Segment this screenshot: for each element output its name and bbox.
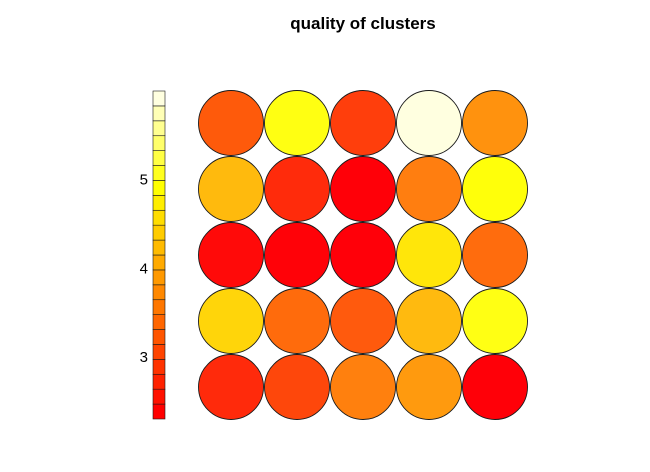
colorbar-segment xyxy=(152,373,166,390)
cluster-cell-r1-c5 xyxy=(462,90,528,156)
colorbar-segment xyxy=(152,180,166,196)
cluster-cell-r2-c3 xyxy=(330,156,396,222)
colorbar-segment xyxy=(152,135,166,151)
colorbar-segment xyxy=(152,314,166,330)
cell-grid xyxy=(198,90,528,420)
cluster-cell-r5-c2 xyxy=(264,354,330,420)
colorbar-segment xyxy=(152,269,166,286)
cluster-cell-r4-c2 xyxy=(264,288,330,354)
colorbar-segment xyxy=(152,344,166,360)
colorbar-segment xyxy=(152,239,166,256)
cluster-cell-r4-c4 xyxy=(396,288,462,354)
colorbar-segment xyxy=(152,254,166,271)
cluster-cell-r2-c1 xyxy=(198,156,264,222)
cluster-cell-r1-c3 xyxy=(330,90,396,156)
cluster-cell-r3-c3 xyxy=(330,222,396,288)
cluster-cell-r2-c2 xyxy=(264,156,330,222)
cluster-cell-r5-c3 xyxy=(330,354,396,420)
colorbar-segment xyxy=(152,165,166,181)
cluster-cell-r5-c5 xyxy=(462,354,528,420)
cluster-cell-r3-c1 xyxy=(198,222,264,288)
colorbar-segment xyxy=(152,329,166,345)
cluster-cell-r2-c5 xyxy=(462,156,528,222)
cluster-cell-r3-c4 xyxy=(396,222,462,288)
cluster-cell-r2-c4 xyxy=(396,156,462,222)
cluster-cell-r1-c2 xyxy=(264,90,330,156)
colorbar-segment xyxy=(152,195,166,211)
cluster-cell-r4-c5 xyxy=(462,288,528,354)
cluster-cell-r1-c4 xyxy=(396,90,462,156)
colorbar-segment xyxy=(152,388,166,405)
cluster-cell-r4-c1 xyxy=(198,288,264,354)
cluster-cell-r4-c3 xyxy=(330,288,396,354)
cluster-cell-r5-c4 xyxy=(396,354,462,420)
chart-title: quality of clusters xyxy=(290,14,436,33)
colorbar-segment xyxy=(152,284,166,301)
colorbar xyxy=(152,90,166,420)
colorbar-segment xyxy=(152,90,166,107)
colorbar-segment xyxy=(152,150,166,166)
colorbar-segment xyxy=(152,299,166,315)
colorbar-segment xyxy=(152,120,166,137)
colorbar-segment xyxy=(152,359,166,375)
cluster-cell-r3-c5 xyxy=(462,222,528,288)
cluster-cell-r5-c1 xyxy=(198,354,264,420)
colorbar-ticks: 3 4 5 xyxy=(140,172,148,366)
colorbar-tick-label: 3 xyxy=(140,349,148,366)
colorbar-segment xyxy=(152,224,166,241)
cluster-cell-r1-c1 xyxy=(198,90,264,156)
colorbar-tick-label: 4 xyxy=(140,260,148,277)
colorbar-segment xyxy=(152,403,166,420)
cluster-cell-r3-c2 xyxy=(264,222,330,288)
colorbar-segment xyxy=(152,209,166,226)
colorbar-segment xyxy=(152,105,166,122)
colorbar-tick-label: 5 xyxy=(140,172,148,189)
